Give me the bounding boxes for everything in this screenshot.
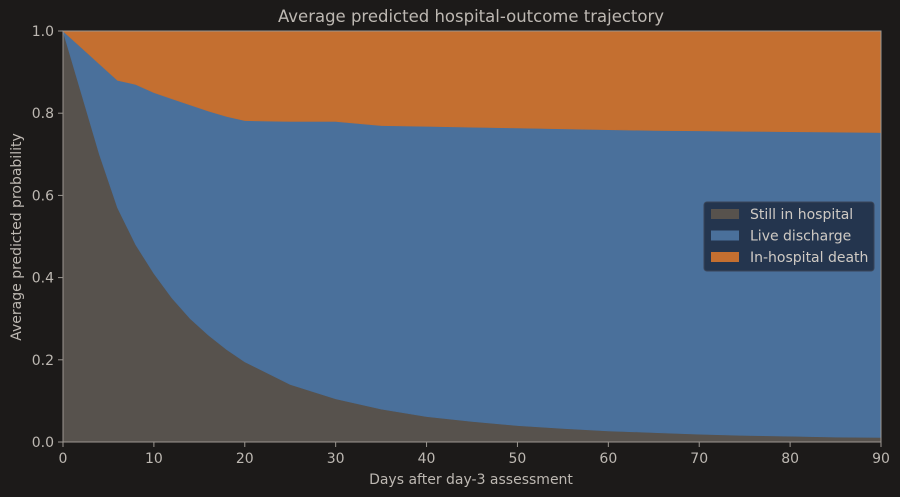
y-tick-label: 0.2 [32, 353, 54, 369]
legend-box [703, 201, 875, 272]
x-tick-label: 40 [418, 451, 436, 467]
x-tick-label: 60 [599, 451, 617, 467]
y-tick-label: 1.0 [32, 24, 54, 40]
x-tick-label: 90 [872, 451, 890, 467]
plot-areas [62, 30, 882, 443]
legend-swatch [711, 252, 739, 262]
legend-label: In-hospital death [750, 250, 868, 266]
x-tick-label: 30 [327, 451, 345, 467]
x-tick-label: 0 [59, 451, 68, 467]
legend-label: Live discharge [750, 229, 851, 245]
y-tick-label: 0.6 [32, 188, 54, 204]
x-tick-label: 80 [781, 451, 799, 467]
x-tick-label: 70 [690, 451, 708, 467]
chart-title: Average predicted hospital-outcome traje… [278, 7, 664, 26]
x-tick-label: 20 [236, 451, 254, 467]
legend-swatch [711, 230, 739, 241]
y-axis: 0.0 0.2 0.4 0.6 0.8 1.0 [32, 24, 63, 451]
x-axis: 0 10 20 30 40 50 60 70 80 90 [59, 442, 890, 467]
x-tick-label: 50 [509, 451, 527, 467]
x-axis-label: Days after day-3 assessment [369, 472, 573, 488]
legend: Still in hospital Live discharge In-hospit… [703, 201, 875, 272]
plot-frame [62, 30, 882, 443]
y-axis-label: Average predicted probability [9, 133, 25, 341]
y-tick-label: 0.8 [32, 106, 54, 122]
y-tick-label: 0.4 [32, 271, 54, 287]
y-tick-label: 0.0 [32, 435, 54, 451]
legend-swatch [711, 209, 739, 219]
x-tick-label: 10 [145, 451, 163, 467]
legend-label: Still in hospital [750, 207, 853, 223]
